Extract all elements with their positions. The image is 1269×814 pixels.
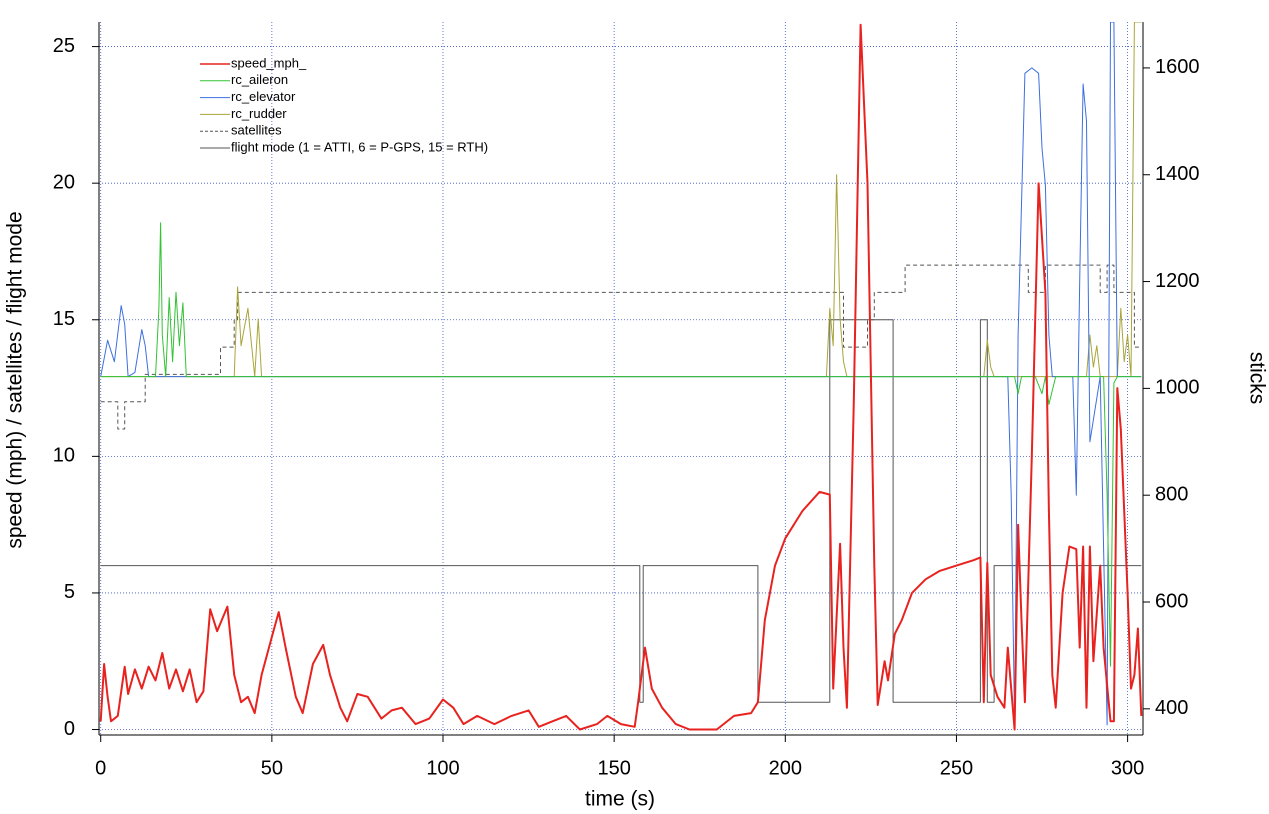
legend-label: rc_rudder	[231, 106, 287, 121]
x-tick-label: 200	[769, 757, 802, 779]
axes: 0 50 100 150 200 250 300 0 5 10 15 20 25 400 600 800 100…	[53, 22, 1200, 779]
y2-axis-label: sticks	[1245, 352, 1268, 405]
legend-label: rc_aileron	[231, 72, 288, 87]
y-tick-label: 10	[53, 445, 75, 467]
y2-tick-label: 1400	[1155, 163, 1200, 185]
y-tick-label: 5	[64, 581, 75, 603]
y2-tick-label: 400	[1155, 697, 1188, 719]
plot-lines	[99, 22, 1143, 731]
x-axis-label: time (s)	[585, 788, 655, 811]
legend-label: speed_mph_	[231, 55, 307, 70]
y2-tick-label: 1600	[1155, 56, 1200, 78]
legend-label: flight mode (1 = ATTI, 6 = P-GPS, 15 = R…	[231, 139, 488, 154]
y2-tick-label: 1000	[1155, 377, 1200, 399]
y-tick-label: 0	[64, 718, 75, 740]
series-line	[99, 23, 1143, 731]
legend: speed_mph_ rc_aileron rc_elevator rc_rudder…	[200, 55, 488, 154]
x-tick-label: 50	[261, 757, 283, 779]
y-tick-label: 25	[53, 35, 75, 57]
x-tick-label: 100	[426, 757, 459, 779]
legend-label: rc_elevator	[231, 89, 296, 104]
x-tick-label: 150	[597, 757, 630, 779]
x-tick-label: 0	[95, 757, 106, 779]
y-tick-label: 20	[53, 171, 75, 193]
y2-tick-label: 800	[1155, 483, 1188, 505]
y-axis-label: speed (mph) / satellites / flight mode	[4, 211, 27, 548]
series-line	[100, 22, 1142, 726]
series-line	[100, 222, 1142, 667]
series-line	[100, 319, 1142, 703]
legend-label: satellites	[231, 123, 282, 138]
x-tick-label: 300	[1111, 757, 1144, 779]
y-tick-label: 15	[53, 308, 75, 330]
y2-tick-label: 1200	[1155, 270, 1200, 292]
x-tick-label: 250	[940, 757, 973, 779]
y2-tick-label: 600	[1155, 590, 1188, 612]
